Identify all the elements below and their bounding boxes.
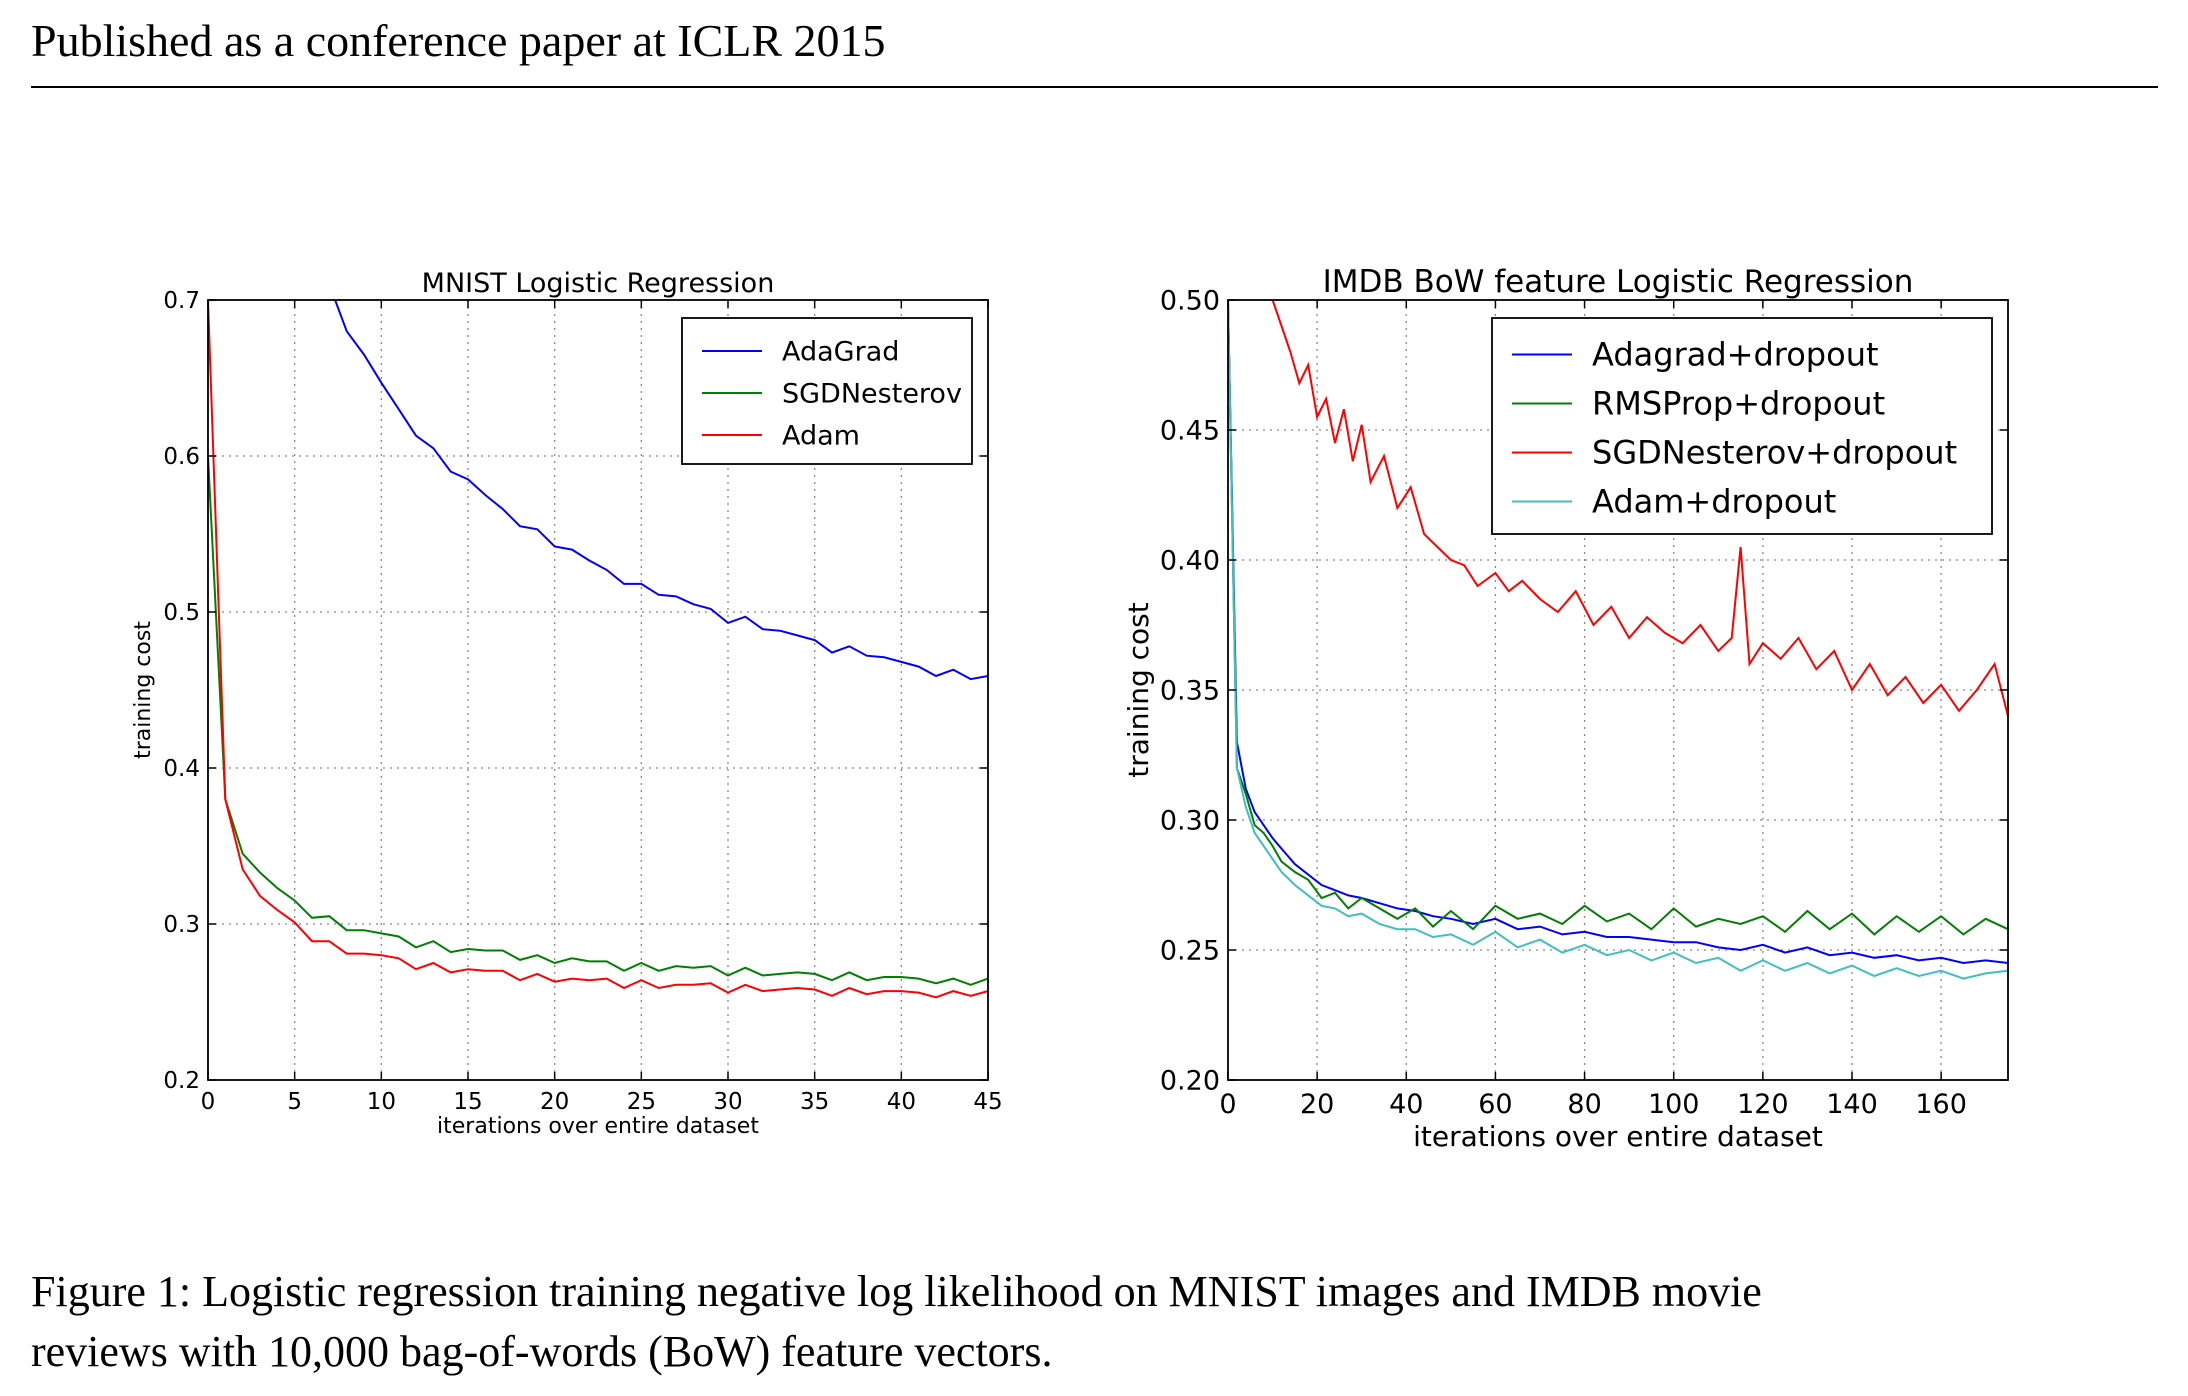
series-line-rmsprop-dropout bbox=[1228, 300, 2008, 936]
y-tick-label: 0.7 bbox=[163, 288, 200, 314]
x-tick-label: 140 bbox=[1826, 1089, 1878, 1120]
plot-frame bbox=[207, 299, 989, 1081]
y-axis-label: training cost bbox=[131, 621, 156, 759]
header-rule bbox=[31, 86, 2158, 88]
x-tick-label: 20 bbox=[540, 1089, 569, 1115]
legend-label: Adam bbox=[782, 420, 860, 451]
y-tick-label: 0.6 bbox=[163, 444, 200, 470]
series-line-adagrad-dropout bbox=[1228, 300, 2008, 965]
x-tick-label: 120 bbox=[1737, 1089, 1789, 1120]
legend-box bbox=[1491, 317, 1993, 535]
x-tick-label: 25 bbox=[627, 1089, 656, 1115]
series-line-sgdnesterov-dropout bbox=[1271, 300, 2008, 717]
legend-label: Adam+dropout bbox=[1592, 483, 1836, 521]
caption-line-2: reviews with 10,000 bag-of-words (BoW) f… bbox=[31, 1327, 1053, 1376]
legend-box bbox=[681, 317, 973, 465]
y-tick-label: 0.45 bbox=[1160, 415, 1220, 446]
y-tick-label: 0.3 bbox=[163, 912, 200, 938]
x-tick-label: 15 bbox=[453, 1089, 482, 1115]
x-tick-label: 10 bbox=[367, 1089, 396, 1115]
y-tick-label: 0.40 bbox=[1160, 545, 1220, 576]
chart-title: IMDB BoW feature Logistic Regression bbox=[1323, 264, 1914, 300]
series-line-sgdnesterov bbox=[208, 455, 988, 986]
legend-label: RMSProp+dropout bbox=[1592, 385, 1885, 423]
x-tick-label: 160 bbox=[1915, 1089, 1967, 1120]
y-tick-label: 0.35 bbox=[1160, 675, 1220, 706]
series-line-adam bbox=[208, 300, 988, 999]
mnist-chart: 0 5 10 15 20 25 30 35 40 45 0.2 0.3 0.4 0.5 0.6 0.7 MNIS… bbox=[131, 268, 1003, 1139]
running-header: Published as a conference paper at ICLR … bbox=[31, 15, 886, 66]
caption-line-1: Figure 1: Logistic regression training n… bbox=[31, 1267, 1762, 1316]
y-tick-label: 0.2 bbox=[163, 1068, 200, 1094]
series-line-adam-dropout bbox=[1228, 300, 2008, 980]
y-tick-label: 0.5 bbox=[163, 600, 200, 626]
y-tick-label: 0.20 bbox=[1160, 1065, 1220, 1096]
y-tick-label: 0.25 bbox=[1160, 935, 1220, 966]
x-tick-label: 80 bbox=[1567, 1089, 1601, 1120]
x-tick-label: 40 bbox=[887, 1089, 916, 1115]
x-tick-label: 0 bbox=[1219, 1089, 1236, 1120]
x-tick-label: 30 bbox=[713, 1089, 742, 1115]
legend-label: SGDNesterov bbox=[782, 378, 962, 409]
legend-label: AdaGrad bbox=[782, 336, 899, 367]
x-tick-label: 60 bbox=[1478, 1089, 1512, 1120]
imdb-chart: 0 20 40 60 80 100 120 140 160 0.20 0.25 0.30 0.35 0.4… bbox=[1122, 264, 2009, 1153]
chart-title: MNIST Logistic Regression bbox=[422, 268, 775, 299]
x-tick-label: 35 bbox=[800, 1089, 829, 1115]
x-tick-label: 45 bbox=[973, 1089, 1002, 1115]
y-tick-label: 0.4 bbox=[163, 756, 200, 782]
figure-caption: Figure 1: Logistic regression training n… bbox=[31, 1262, 2161, 1382]
x-tick-label: 100 bbox=[1648, 1089, 1700, 1120]
x-axis-label: iterations over entire dataset bbox=[437, 1114, 759, 1139]
legend-label: SGDNesterov+dropout bbox=[1592, 434, 1957, 472]
x-tick-label: 20 bbox=[1300, 1089, 1334, 1120]
legend-label: Adagrad+dropout bbox=[1592, 336, 1879, 374]
series-line-adagrad bbox=[334, 300, 988, 681]
y-tick-label: 0.30 bbox=[1160, 805, 1220, 836]
x-tick-label: 0 bbox=[201, 1089, 216, 1115]
x-axis-label: iterations over entire dataset bbox=[1413, 1120, 1823, 1153]
x-tick-label: 40 bbox=[1389, 1089, 1423, 1120]
y-axis-label: training cost bbox=[1122, 602, 1155, 777]
y-tick-label: 0.50 bbox=[1160, 285, 1220, 316]
x-tick-label: 5 bbox=[287, 1089, 302, 1115]
